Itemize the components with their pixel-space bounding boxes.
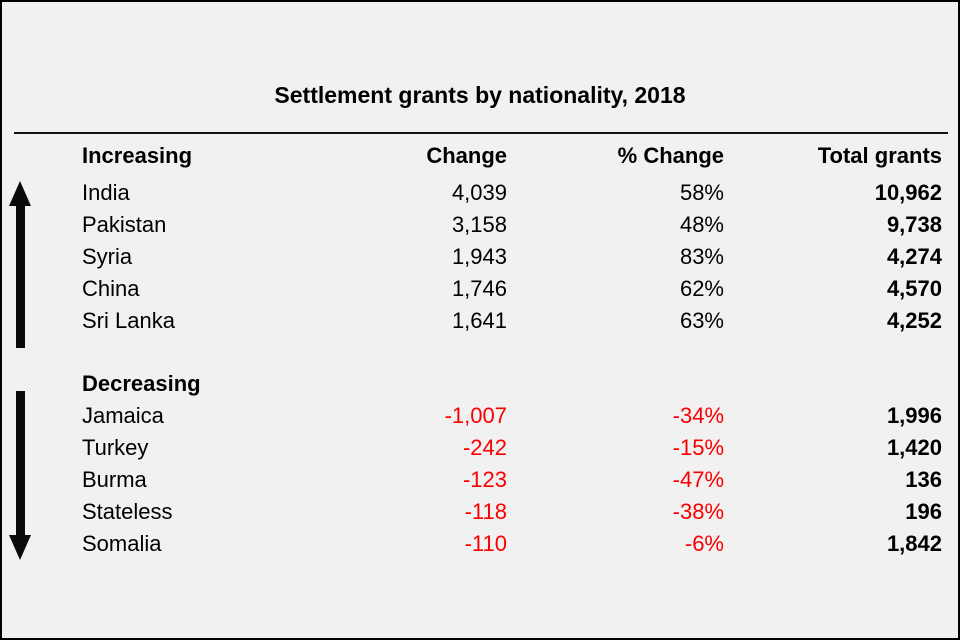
nationality-cell: Pakistan bbox=[82, 212, 167, 237]
nationality-cell: Stateless bbox=[82, 499, 173, 524]
change-cell: -1,007 bbox=[444, 403, 507, 428]
pct-change-cell: 62% bbox=[679, 276, 724, 301]
change-cell: -118 bbox=[464, 499, 507, 524]
page-title: Settlement grants by nationality, 2018 bbox=[274, 82, 686, 108]
nationality-cell: Turkey bbox=[82, 435, 149, 460]
pct-change-cell: -47% bbox=[672, 467, 724, 492]
increase-arrow-head bbox=[9, 181, 31, 206]
table-body: India 4,039 58% 10,962 Pakistan 3,158 48% 9,738… bbox=[14, 177, 942, 560]
total-grants-cell: 4,274 bbox=[886, 244, 942, 269]
pct-change-cell: -6% bbox=[684, 531, 724, 556]
increase-arrow-shaft bbox=[15, 206, 25, 348]
table-row: Sri Lanka 1,641 63% 4,252 bbox=[14, 305, 942, 337]
pct-change-cell: -38% bbox=[672, 499, 724, 524]
change-cell: 1,641 bbox=[451, 308, 507, 333]
title-divider bbox=[14, 132, 948, 134]
nationality-cell: Syria bbox=[82, 244, 133, 269]
change-cell: 1,943 bbox=[451, 244, 507, 269]
decrease-arrow-shaft bbox=[15, 391, 25, 535]
table-row: Pakistan 3,158 48% 9,738 bbox=[14, 209, 942, 241]
total-grants-cell: 4,570 bbox=[886, 276, 942, 301]
total-grants-cell: 196 bbox=[905, 499, 942, 524]
change-cell: 3,158 bbox=[451, 212, 507, 237]
section-label-decreasing: Decreasing bbox=[82, 371, 201, 396]
table-row: Jamaica -1,007 -34% 1,996 bbox=[14, 400, 942, 432]
table-row: China 1,746 62% 4,570 bbox=[14, 273, 942, 305]
change-cell: 4,039 bbox=[451, 180, 507, 205]
decrease-arrow-head bbox=[9, 535, 31, 560]
column-header-change: Change bbox=[426, 142, 507, 168]
nationality-cell: India bbox=[82, 180, 130, 205]
grants-table: Increasing Change % Change Total grants … bbox=[14, 134, 942, 560]
total-grants-cell: 1,996 bbox=[886, 403, 942, 428]
section-spacer bbox=[14, 337, 942, 368]
nationality-cell: Burma bbox=[82, 467, 147, 492]
pct-change-cell: 63% bbox=[679, 308, 724, 333]
pct-change-cell: 48% bbox=[679, 212, 724, 237]
table-row: Turkey -242 -15% 1,420 bbox=[14, 432, 942, 464]
pct-change-cell: -34% bbox=[672, 403, 724, 428]
section-header-row: Decreasing bbox=[14, 368, 942, 400]
nationality-cell: China bbox=[82, 276, 140, 301]
total-grants-cell: 4,252 bbox=[886, 308, 942, 333]
pct-change-cell: 58% bbox=[679, 180, 724, 205]
table-row: Stateless -118 -38% 196 bbox=[14, 496, 942, 528]
total-grants-cell: 9,738 bbox=[886, 212, 942, 237]
table-row: Burma -123 -47% 136 bbox=[14, 464, 942, 496]
pct-change-cell: 83% bbox=[679, 244, 724, 269]
table-row: Syria 1,943 83% 4,274 bbox=[14, 241, 942, 273]
change-cell: -242 bbox=[462, 435, 507, 460]
table-row: Somalia -110 -6% 1,842 bbox=[14, 528, 942, 560]
column-header-total-grants: Total grants bbox=[817, 142, 942, 168]
nationality-cell: Sri Lanka bbox=[82, 308, 175, 333]
nationality-cell: Jamaica bbox=[82, 403, 164, 428]
table-header-row: Increasing Change % Change Total grants bbox=[14, 134, 942, 177]
nationality-cell: Somalia bbox=[82, 531, 162, 556]
change-cell: 1,746 bbox=[451, 276, 507, 301]
column-header-pct-change: % Change bbox=[617, 142, 724, 168]
decrease-arrow-icon bbox=[9, 391, 31, 560]
total-grants-cell: 10,962 bbox=[874, 180, 942, 205]
change-cell: -110 bbox=[464, 531, 507, 556]
increase-arrow-icon bbox=[9, 181, 31, 348]
pct-change-cell: -15% bbox=[672, 435, 724, 460]
change-cell: -123 bbox=[462, 467, 507, 492]
total-grants-cell: 1,842 bbox=[886, 531, 942, 556]
total-grants-cell: 136 bbox=[905, 467, 942, 492]
table-row: India 4,039 58% 10,962 bbox=[14, 177, 942, 209]
column-header-increasing: Increasing bbox=[82, 142, 193, 168]
total-grants-cell: 1,420 bbox=[886, 435, 942, 460]
